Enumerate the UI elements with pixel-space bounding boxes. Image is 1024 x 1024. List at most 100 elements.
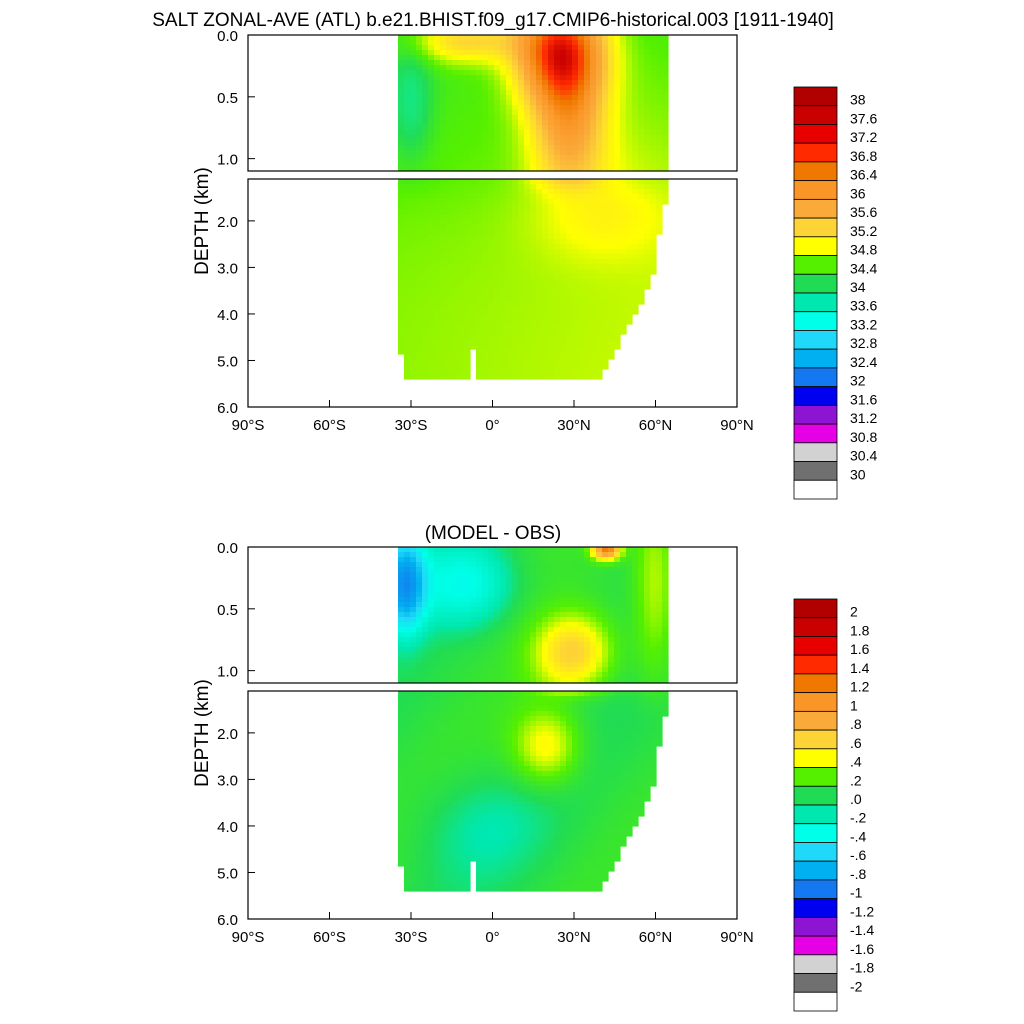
field-cell	[458, 229, 465, 235]
field-cell	[554, 622, 561, 628]
field-cell	[596, 349, 603, 355]
field-cell	[626, 70, 633, 76]
field-cell	[440, 214, 447, 220]
field-cell	[644, 155, 651, 161]
field-cell	[416, 756, 423, 762]
field-cell	[578, 135, 585, 141]
field-cell	[518, 369, 525, 375]
field-cell	[602, 662, 609, 668]
field-cell	[404, 40, 411, 46]
field-cell	[416, 354, 423, 360]
field-cell	[626, 751, 633, 757]
field-cell	[464, 761, 471, 767]
field-cell	[506, 75, 513, 81]
field-cell	[440, 70, 447, 76]
field-cell	[458, 120, 465, 126]
field-cell	[458, 179, 465, 185]
field-cell	[560, 547, 567, 553]
field-cell	[626, 209, 633, 215]
field-cell	[482, 329, 489, 335]
field-cell	[482, 274, 489, 280]
field-cell	[644, 632, 651, 638]
field-cell	[572, 632, 579, 638]
field-cell	[464, 219, 471, 225]
field-cell	[638, 582, 645, 588]
field-cell	[500, 364, 507, 370]
field-cell	[572, 160, 579, 166]
field-cell	[584, 100, 591, 106]
field-cell	[644, 691, 651, 697]
salinity-upper-field	[398, 35, 669, 171]
field-cell	[614, 339, 621, 345]
field-cell	[620, 279, 627, 285]
field-cell	[638, 652, 645, 658]
field-cell	[536, 165, 543, 171]
field-cell	[554, 55, 561, 61]
field-cell	[524, 120, 531, 126]
field-cell	[506, 95, 513, 101]
field-cell	[482, 354, 489, 360]
field-cell	[446, 761, 453, 767]
field-cell	[458, 40, 465, 46]
field-cell	[542, 627, 549, 633]
field-cell	[512, 199, 519, 205]
field-cell	[512, 45, 519, 51]
field-cell	[524, 289, 531, 295]
field-cell	[560, 319, 567, 325]
field-cell	[398, 45, 405, 51]
field-cell	[548, 741, 555, 747]
field-cell	[602, 562, 609, 568]
field-cell	[566, 562, 573, 568]
field-cell	[584, 259, 591, 265]
field-cell	[578, 299, 585, 305]
field-cell	[560, 349, 567, 355]
field-cell	[440, 249, 447, 255]
field-cell	[530, 105, 537, 111]
field-cell	[422, 309, 429, 315]
field-cell	[518, 309, 525, 315]
field-cell	[614, 189, 621, 195]
field-cell	[524, 249, 531, 255]
field-cell	[620, 239, 627, 245]
field-cell	[620, 329, 627, 335]
field-cell	[458, 65, 465, 71]
field-cell	[428, 244, 435, 250]
field-cell	[446, 562, 453, 568]
field-cell	[410, 289, 417, 295]
field-cell	[476, 90, 483, 96]
field-cell	[476, 65, 483, 71]
field-cell	[530, 45, 537, 51]
field-cell	[398, 547, 405, 553]
field-cell	[620, 254, 627, 260]
field-cell	[518, 80, 525, 86]
field-cell	[626, 95, 633, 101]
field-cell	[536, 632, 543, 638]
field-cell	[416, 567, 423, 573]
field-cell	[596, 667, 603, 673]
field-cell	[524, 349, 531, 355]
field-cell	[404, 184, 411, 190]
field-cell	[578, 562, 585, 568]
field-cell	[428, 637, 435, 643]
field-cell	[632, 209, 639, 215]
field-cell	[548, 264, 555, 270]
field-cell	[626, 50, 633, 56]
field-cell	[566, 249, 573, 255]
field-cell	[644, 741, 651, 747]
field-cell	[548, 622, 555, 628]
field-cell	[572, 324, 579, 330]
field-cell	[476, 672, 483, 678]
field-cell	[440, 662, 447, 668]
field-cell	[626, 80, 633, 86]
field-cell	[650, 547, 657, 553]
field-cell	[566, 572, 573, 578]
field-cell	[410, 637, 417, 643]
field-cell	[572, 667, 579, 673]
field-cell	[482, 299, 489, 305]
field-cell	[518, 662, 525, 668]
field-cell	[566, 632, 573, 638]
field-cell	[656, 110, 663, 116]
field-cell	[554, 716, 561, 722]
field-cell	[482, 239, 489, 245]
field-cell	[602, 105, 609, 111]
